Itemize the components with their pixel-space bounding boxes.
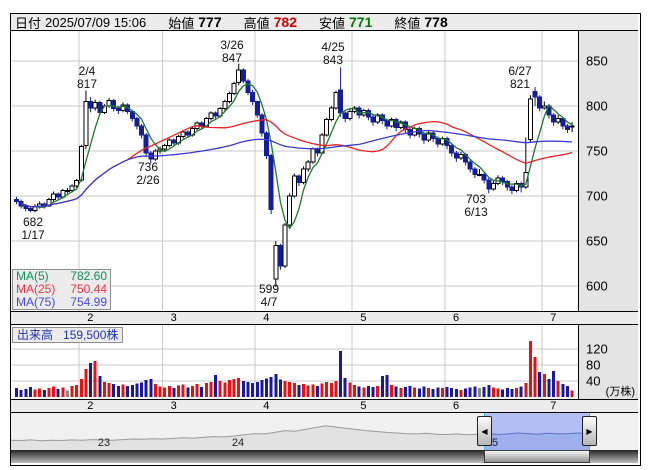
month-tick-label: 2 [87,312,94,324]
month-axis-top: 2 3 4 5 6 7 [11,311,638,325]
open-label: 始値 [168,15,195,31]
month-tick-label: 5 [360,400,367,412]
month-tick-label: 6 [453,312,460,324]
horizontal-scrollbar-track[interactable] [11,450,638,463]
volume-chart-region: (万株) 120 80 40 出来高 159,500株 [11,325,638,399]
navigator-sparkline [11,413,589,450]
chart-annotation: 703 6/13 [464,192,488,219]
close-label: 終値 [394,15,421,31]
left-arrow-icon: ◀ [481,426,488,436]
volume-tick-label: 40 [586,373,601,389]
chart-annotation: 736 2/26 [136,160,160,187]
chart-annotation: 4/25 843 [321,40,345,67]
date-value: 2025/07/09 15:06 [45,14,147,30]
ma75-legend-row: MA(75) 754.99 [16,295,107,309]
price-axis-panel: 850 800 750 700 650 600 [578,31,638,311]
volume-label: 出来高 [17,328,54,342]
month-tick-label: 4 [263,400,270,412]
price-tick-label: 750 [586,143,608,159]
scrollbar-thumb[interactable] [484,450,590,463]
range-right-arrow-button[interactable]: ▶ [582,416,597,446]
chart-annotation: 599 4/7 [258,282,280,309]
price-tick-label: 800 [586,98,608,114]
year-label: 23 [97,437,111,449]
ma5-legend-row: MA(5) 782.60 [16,269,107,283]
chart-annotation: 6/27 821 [508,64,532,91]
chart-annotation: 3/26 847 [220,38,244,65]
date-label: 日付 [15,15,42,31]
month-tick-label: 5 [360,312,367,324]
price-tick-label: 850 [586,53,608,69]
close-value: 778 [424,14,448,30]
price-tick-label: 600 [586,278,608,294]
month-tick-label: 2 [87,400,94,412]
volume-value: 159,500株 [63,328,119,342]
year-label: 24 [231,437,245,449]
high-value: 782 [273,14,297,30]
month-axis-bottom: 2 3 4 5 6 7 [11,399,638,413]
month-tick-label: 3 [170,312,177,324]
chart-annotation: 2/4 817 [76,64,98,91]
price-chart-region: 850 800 750 700 650 600 2/4 817 3/26 847 4/25 843 6… [11,31,638,311]
range-navigator[interactable]: 23 24 25 ◀ ▶ [11,413,638,450]
month-tick-label: 6 [453,400,460,412]
open-value: 777 [198,14,222,30]
high-label: 高値 [243,15,270,31]
range-left-arrow-button[interactable]: ◀ [477,416,492,446]
quote-header: 日付 2025/07/09 15:06 始値 777 高値 782 安値 771… [11,14,638,31]
month-tick-label: 7 [550,400,557,412]
month-tick-label: 7 [550,312,557,324]
ma-legend: MA(5) 782.60 MA(25) 750.44 MA(75) 754.99 [12,269,111,310]
volume-value-box: 出来高 159,500株 [12,327,124,343]
chart-annotation: 682 1/17 [21,215,45,242]
volume-tick-label: 80 [586,357,601,373]
low-value: 771 [349,14,373,30]
volume-axis-panel: (万株) 120 80 40 [578,325,638,399]
volume-unit-label: (万株) [605,386,635,398]
low-label: 安値 [318,15,345,31]
price-tick-label: 650 [586,233,608,249]
stock-chart-widget: 日付 2025/07/09 15:06 始値 777 高値 782 安値 771… [10,13,641,466]
ma25-legend-row: MA(25) 750.44 [16,282,107,296]
right-arrow-icon: ▶ [586,426,593,436]
volume-tick-label: 120 [586,341,608,357]
month-tick-label: 4 [263,312,270,324]
month-tick-label: 3 [170,400,177,412]
price-tick-label: 700 [586,188,608,204]
volume-chart [11,325,578,399]
